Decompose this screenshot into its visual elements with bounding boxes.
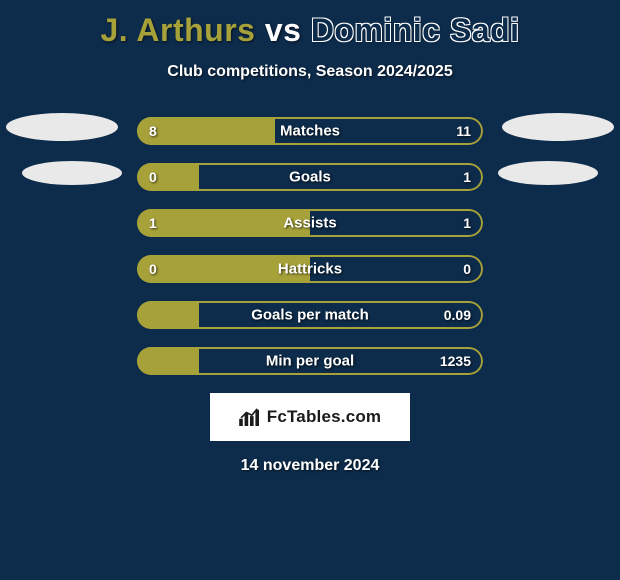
player1-name: J. Arthurs	[100, 12, 255, 48]
stat-value-right: 0	[463, 261, 471, 277]
stat-row-assists: Assists11	[137, 209, 483, 237]
stat-bars: Matches811 Goals01 Assists11 Hattricks00 Goa…	[137, 117, 483, 375]
player2-crest-small	[498, 161, 598, 185]
fctables-icon	[239, 408, 261, 426]
stat-value-right: 0.09	[444, 307, 471, 323]
stat-value-right: 1235	[440, 353, 471, 369]
fctables-badge: FcTables.com	[210, 393, 410, 441]
comparison-title: J. Arthurs vs Dominic Sadi	[0, 0, 620, 49]
fctables-text: FcTables.com	[267, 407, 382, 427]
vs-label: vs	[265, 12, 302, 48]
player2-name: Dominic Sadi	[311, 12, 520, 48]
stat-value-right: 1	[463, 169, 471, 185]
chart-area: Matches811 Goals01 Assists11 Hattricks00 Goa…	[0, 117, 620, 375]
date-label: 14 november 2024	[0, 457, 620, 475]
stat-row-matches: Matches811	[137, 117, 483, 145]
player1-crest-small	[22, 161, 122, 185]
stat-row-min-per-goal: Min per goal1235	[137, 347, 483, 375]
player2-crest-large	[502, 113, 614, 141]
stat-row-goals-per-match: Goals per match0.09	[137, 301, 483, 329]
stat-row-goals: Goals01	[137, 163, 483, 191]
player1-crest-large	[6, 113, 118, 141]
subtitle: Club competitions, Season 2024/2025	[0, 63, 620, 81]
stat-row-hattricks: Hattricks00	[137, 255, 483, 283]
stat-value-right: 1	[463, 215, 471, 231]
stat-value-right: 11	[456, 123, 471, 139]
